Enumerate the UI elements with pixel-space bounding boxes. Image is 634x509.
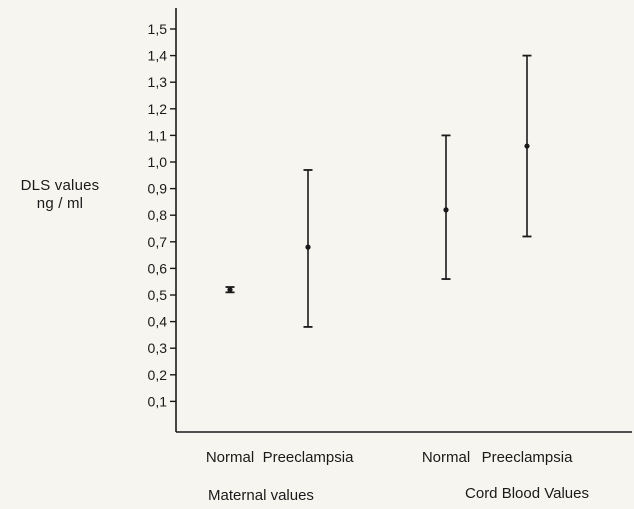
y-tick-label: 0,7 xyxy=(148,234,168,250)
x-tick-label: Normal xyxy=(422,449,470,466)
y-tick-label: 1,1 xyxy=(148,127,168,143)
y-tick-label: 1,4 xyxy=(148,48,168,64)
error-bar xyxy=(441,134,451,280)
x-tick-labels: Normal Preeclampsia Normal Preeclampsia xyxy=(206,449,573,466)
mean-point xyxy=(305,244,311,250)
mean-point xyxy=(443,207,449,213)
error-bars xyxy=(225,54,532,328)
group-label-cord-blood: Cord Blood Values xyxy=(465,485,589,502)
x-tick-label: Normal xyxy=(206,449,254,466)
y-tick-label: 1,5 xyxy=(148,21,168,37)
y-tick-label: 0,3 xyxy=(148,340,168,356)
y-tick-label: 0,1 xyxy=(148,393,168,409)
group-label-maternal: Maternal values xyxy=(208,487,314,504)
mean-point xyxy=(227,287,233,293)
error-bar xyxy=(225,286,235,294)
y-tick-label: 0,9 xyxy=(148,181,168,197)
error-bar xyxy=(522,54,532,238)
x-tick-label: Preeclampsia xyxy=(482,449,574,466)
y-axis-label-line-2: ng / ml xyxy=(36,195,84,212)
axes xyxy=(175,8,632,433)
y-tick-label: 0,5 xyxy=(148,287,168,303)
y-tick-label: 1,2 xyxy=(148,101,168,117)
y-tick-label: 0,2 xyxy=(148,367,168,383)
y-axis-label-line-1: DLS values xyxy=(20,177,100,194)
mean-point xyxy=(524,143,530,149)
y-tick-label: 0,8 xyxy=(148,207,168,223)
y-tick-label: 0,6 xyxy=(148,260,168,276)
y-tick-label: 0,4 xyxy=(148,314,168,330)
y-ticks: 0,1 0,2 0,3 0,4 0,5 0,6 0,7 0,8 0,9 1,0 1,1 1,2 1,3 1… xyxy=(148,21,176,409)
y-tick-label: 1,3 xyxy=(148,74,168,90)
x-tick-label: Preeclampsia xyxy=(263,449,355,466)
error-bar xyxy=(303,169,313,328)
y-tick-label: 1,0 xyxy=(148,154,168,170)
